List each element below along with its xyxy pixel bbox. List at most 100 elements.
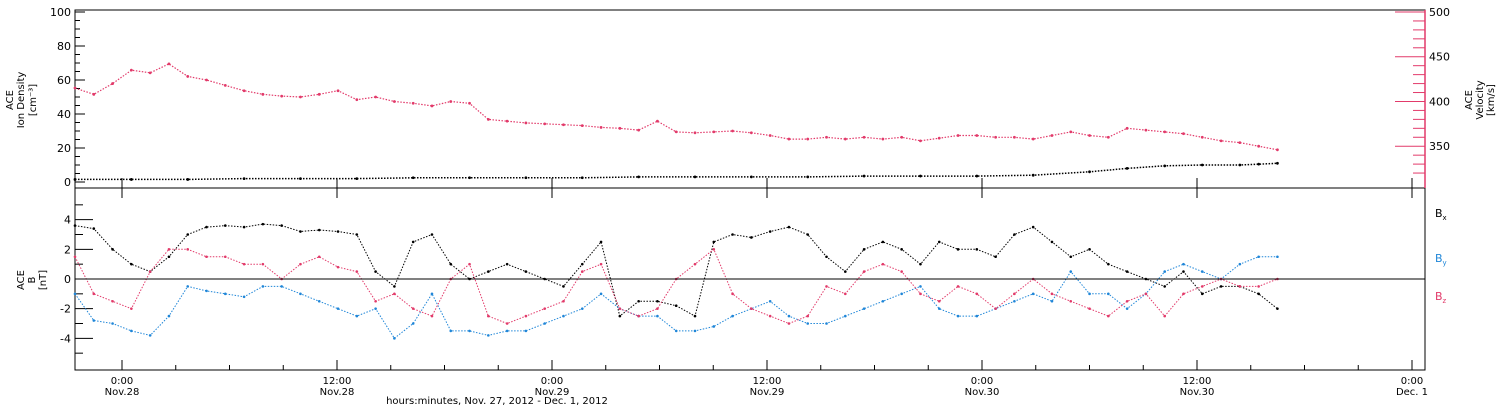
data-point [242, 295, 246, 299]
data-point [261, 222, 265, 226]
data-point [975, 314, 979, 318]
data-point [618, 314, 622, 318]
data-point [1200, 135, 1204, 139]
x-tick-label-date: Nov.29 [535, 387, 570, 398]
data-point [1163, 270, 1166, 273]
data-point [468, 101, 471, 105]
data-point [1125, 126, 1129, 130]
data-point [900, 292, 903, 296]
top-left-tick-label: 20 [57, 142, 71, 155]
data-point [693, 131, 697, 135]
data-point [224, 292, 227, 296]
series-line [74, 256, 1278, 340]
data-point [956, 134, 960, 137]
data-point [223, 83, 227, 87]
data-point [1088, 170, 1091, 174]
data-point [205, 289, 208, 293]
data-point [1050, 134, 1054, 137]
data-point [374, 299, 377, 303]
data-point [543, 122, 547, 126]
data-point [1200, 163, 1204, 167]
legend-by-name: B [1435, 252, 1443, 265]
data-point [919, 262, 922, 266]
data-point [449, 329, 453, 333]
data-point [1276, 161, 1279, 165]
data-point [242, 177, 246, 181]
data-point [731, 292, 734, 296]
data-point [487, 270, 490, 273]
data-point [449, 262, 453, 266]
top-left-tick-label: 80 [57, 40, 71, 53]
data-point [806, 314, 810, 318]
data-point [956, 285, 960, 288]
data-point [825, 135, 828, 139]
data-point [1125, 167, 1129, 170]
data-point [355, 314, 359, 318]
data-point [148, 334, 152, 337]
data-point [562, 314, 565, 318]
x-tick-label-time: 0:00 [1401, 376, 1423, 387]
data-point [374, 307, 377, 310]
data-point [975, 248, 979, 251]
data-point [261, 285, 265, 288]
data-point [317, 228, 321, 232]
data-point [148, 270, 152, 273]
data-point [1238, 163, 1242, 167]
data-point [1031, 292, 1035, 296]
data-point [844, 270, 847, 273]
top-panel-ticks: 0 20 40 60 80 100 350 400 450 500 [50, 6, 1450, 189]
x-tick-label-time: 12:00 [1183, 376, 1212, 387]
data-point [355, 233, 359, 236]
legend-bx-sub: x [1443, 214, 1447, 222]
data-point [111, 82, 114, 85]
data-point [317, 92, 321, 96]
data-point [693, 329, 697, 333]
data-point [881, 299, 885, 303]
data-point [411, 101, 415, 105]
data-point [299, 230, 302, 233]
data-point [994, 135, 998, 139]
data-point [411, 307, 415, 310]
data-point [580, 270, 584, 273]
data-point [844, 314, 847, 318]
legend: Bx By Bz [1435, 207, 1447, 305]
data-point [975, 174, 979, 178]
data-point [1125, 270, 1129, 273]
data-point [130, 329, 133, 333]
data-point [1012, 135, 1016, 139]
data-point [825, 255, 828, 259]
data-point [224, 255, 227, 259]
top-panel-series [73, 62, 1279, 181]
data-point [280, 224, 283, 227]
data-point [1088, 307, 1091, 310]
data-point [186, 248, 190, 251]
data-point [130, 307, 133, 310]
bottom-panel-series [73, 222, 1279, 340]
data-point [1125, 299, 1129, 303]
x-tick-label-time: 12:00 [323, 376, 352, 387]
data-point [1163, 130, 1167, 134]
data-point [1013, 233, 1016, 236]
data-point [975, 292, 979, 296]
data-point [881, 240, 885, 244]
data-point [749, 175, 753, 179]
data-point [205, 78, 208, 82]
data-point [618, 126, 622, 130]
data-point [1163, 285, 1166, 288]
data-point [599, 240, 603, 244]
data-point [167, 62, 171, 66]
data-point [1107, 314, 1110, 318]
data-point [1144, 128, 1148, 132]
legend-by: By [1435, 252, 1447, 267]
data-point [768, 230, 772, 233]
data-point [1219, 139, 1223, 143]
series-line [74, 248, 1278, 325]
data-point [844, 292, 847, 296]
data-point [543, 307, 546, 310]
data-point [599, 262, 603, 266]
data-point [1069, 299, 1073, 303]
data-point [1238, 285, 1242, 288]
ion-density-series [73, 161, 1279, 181]
data-point [280, 94, 284, 98]
